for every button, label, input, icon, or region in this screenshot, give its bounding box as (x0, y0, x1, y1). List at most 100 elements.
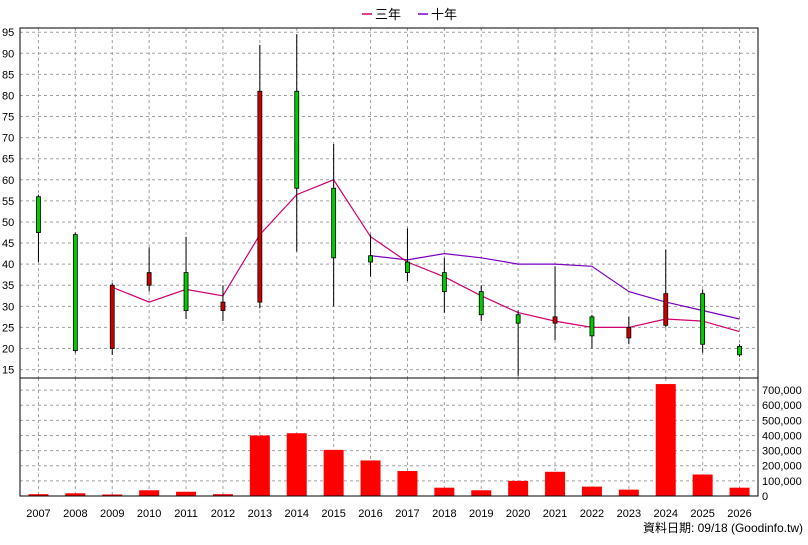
candle-body-2011 (183, 272, 189, 311)
price-tick-label-6: 45 (2, 238, 14, 250)
candle-2012 (220, 285, 226, 322)
candle-body-2020 (515, 314, 521, 324)
x-tick-label-2023: 2023 (617, 508, 641, 520)
candle-body-2024 (663, 293, 669, 326)
candle-2022 (589, 314, 595, 349)
x-tick-label-2020: 2020 (506, 508, 530, 520)
x-tick-label-2007: 2007 (26, 508, 50, 520)
x-tick-label-2015: 2015 (321, 508, 345, 520)
volume-bar-2018 (434, 487, 455, 496)
x-tick-label-2025: 2025 (690, 508, 714, 520)
x-tick-label-2022: 2022 (580, 508, 604, 520)
volume-bar-2021 (545, 471, 566, 496)
moving-average-lines (112, 179, 740, 333)
x-tick-label-2017: 2017 (395, 508, 419, 520)
x-tick-label-2018: 2018 (432, 508, 456, 520)
volume-tick-label-1: 100,000 (762, 476, 802, 488)
volume-tick-label-4: 400,000 (762, 430, 802, 442)
candle-2013 (257, 44, 263, 309)
x-tick-label-2016: 2016 (358, 508, 382, 520)
price-tick-label-3: 30 (2, 301, 14, 313)
volume-bar-2013 (249, 435, 270, 496)
x-tick-label-2009: 2009 (100, 508, 124, 520)
candle-2025 (700, 289, 706, 353)
x-tick-label-2010: 2010 (137, 508, 161, 520)
candle-body-2007 (36, 196, 41, 233)
candle-2016 (368, 234, 373, 277)
volume-bar-2019 (471, 490, 492, 496)
candle-2014 (294, 34, 300, 252)
candle-body-2008 (72, 234, 78, 351)
x-tick-label-2019: 2019 (469, 508, 493, 520)
candle-2024 (663, 249, 669, 328)
price-grid (20, 28, 758, 378)
data-date-footer: 資料日期: 09/18 (Goodinfo.tw) (643, 521, 803, 535)
candle-body-2009 (109, 284, 115, 349)
price-tick-label-14: 85 (2, 69, 14, 81)
volume-bar-2012 (212, 494, 233, 496)
candle-body-2012 (220, 301, 226, 311)
x-tick-label-2011: 2011 (174, 508, 198, 520)
price-tick-label-12: 75 (2, 112, 14, 124)
volume-axis-labels: 0 100,000 200,000 300,000 400,000 500,000 600,… (762, 385, 802, 503)
volume-bar-2025 (692, 474, 713, 496)
ma3-line (112, 179, 740, 333)
x-tick-label-2012: 2012 (211, 508, 235, 520)
volume-bar-2026 (729, 487, 750, 496)
volume-bar-2015 (323, 449, 344, 496)
volume-bar-2020 (508, 480, 529, 496)
price-tick-label-9: 60 (2, 175, 14, 187)
volume-bar-2023 (618, 489, 639, 496)
x-tick-label-2014: 2014 (285, 508, 309, 520)
ma10-line (370, 252, 740, 320)
volume-tick-label-3: 300,000 (762, 446, 802, 458)
candle-body-2017 (405, 261, 410, 273)
candle-2009 (109, 283, 115, 355)
candle-2021 (552, 266, 558, 341)
candle-2011 (183, 236, 189, 319)
candle-body-2021 (552, 316, 558, 324)
price-tick-label-10: 65 (2, 154, 14, 166)
price-tick-label-13: 80 (2, 90, 14, 102)
plot-frames (19, 27, 759, 497)
candle-body-2023 (626, 326, 632, 339)
x-tick-label-2013: 2013 (248, 508, 272, 520)
candle-2023 (626, 316, 632, 345)
candle-2015 (331, 143, 337, 307)
price-tick-label-7: 50 (2, 217, 14, 229)
volume-tick-label-2: 200,000 (762, 461, 802, 473)
volume-bar-2024 (655, 384, 676, 496)
candle-body-2026 (737, 345, 742, 356)
candle-2019 (478, 285, 484, 322)
candle-2010 (146, 247, 152, 292)
candle-2026 (737, 344, 742, 357)
legend: 三年 十年 (362, 7, 457, 22)
x-axis-labels: 2007 2008 2009 2010 2011 2012 2013 2014 2015 2016… (26, 508, 752, 520)
volume-grid (20, 378, 758, 497)
candle-2020 (515, 310, 521, 376)
volume-bar-2017 (397, 471, 418, 496)
volume-bars (28, 384, 750, 496)
legend-label-0: 三年 (375, 7, 401, 22)
candle-2007 (36, 194, 41, 263)
price-tick-label-4: 35 (2, 280, 14, 292)
price-tick-label-11: 70 (2, 133, 14, 145)
legend-label-1: 十年 (431, 7, 457, 22)
candle-2018 (441, 257, 447, 313)
volume-bar-2007 (28, 494, 49, 496)
x-tick-label-2024: 2024 (654, 508, 678, 520)
price-tick-label-8: 55 (2, 196, 14, 208)
candle-body-2022 (589, 316, 595, 337)
volume-panel-frame (19, 377, 759, 497)
price-tick-label-0: 15 (2, 365, 14, 377)
volume-tick-label-7: 700,000 (762, 385, 802, 397)
price-panel-frame (19, 27, 759, 379)
x-tick-label-2026: 2026 (727, 508, 751, 520)
candle-body-2025 (700, 293, 706, 345)
candle-body-2016 (368, 255, 373, 263)
volume-tick-label-0: 0 (762, 491, 768, 503)
volume-tick-label-6: 600,000 (762, 400, 802, 412)
candle-body-2015 (331, 187, 337, 259)
